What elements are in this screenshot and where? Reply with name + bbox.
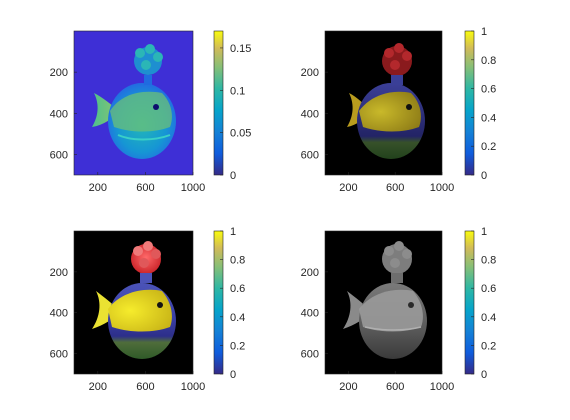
x-tick-label: 1000 bbox=[430, 381, 454, 393]
x-tick-label: 600 bbox=[386, 182, 404, 194]
colorbar-2 bbox=[464, 30, 475, 176]
subplot-1 bbox=[73, 30, 194, 176]
y-tick-label: 600 bbox=[50, 149, 68, 161]
y-tick-label: 200 bbox=[301, 267, 319, 279]
x-tick-label: 1000 bbox=[181, 182, 205, 194]
colorbar-tick-label: 0.15 bbox=[230, 43, 251, 55]
y-tick-label: 400 bbox=[301, 308, 319, 320]
x-tick-label: 600 bbox=[136, 381, 154, 393]
colorbar-tick-label: 0.1 bbox=[230, 85, 245, 97]
y-tick-label: 200 bbox=[50, 67, 68, 79]
colorbar-tick-label: 0 bbox=[230, 170, 236, 182]
colorbar-tick-label: 0.4 bbox=[230, 312, 245, 324]
x-tick-label: 1000 bbox=[430, 182, 454, 194]
y-tick-label: 400 bbox=[301, 108, 319, 120]
x-tick-label: 200 bbox=[89, 182, 107, 194]
colorbar-tick-label: 1 bbox=[481, 26, 487, 38]
x-tick-label: 600 bbox=[136, 182, 154, 194]
colorbar-tick-label: 0.4 bbox=[481, 312, 496, 324]
colorbar-tick-label: 0.8 bbox=[230, 255, 245, 267]
colorbar-tick-label: 0.6 bbox=[481, 283, 496, 295]
colorbar-tick-label: 0.05 bbox=[230, 128, 251, 140]
colorbar-tick-label: 0.2 bbox=[481, 141, 496, 153]
x-tick-label: 200 bbox=[89, 381, 107, 393]
colorbar-tick-label: 0 bbox=[481, 170, 487, 182]
subplot-2 bbox=[324, 30, 443, 176]
fish-image-3 bbox=[92, 241, 176, 359]
y-tick-label: 200 bbox=[50, 267, 68, 279]
x-tick-label: 200 bbox=[339, 381, 357, 393]
colorbar-tick-label: 0.2 bbox=[230, 340, 245, 352]
colorbar-tick-label: 0 bbox=[481, 369, 487, 381]
colorbar-tick-label: 0.6 bbox=[230, 283, 245, 295]
x-tick-label: 600 bbox=[386, 381, 404, 393]
y-tick-label: 400 bbox=[50, 108, 68, 120]
colorbar-tick-label: 0.2 bbox=[481, 340, 496, 352]
x-tick-label: 1000 bbox=[181, 381, 205, 393]
colorbar-tick-label: 0 bbox=[230, 369, 236, 381]
y-tick-label: 400 bbox=[50, 308, 68, 320]
fish-image-1 bbox=[92, 44, 176, 159]
colorbar-tick-label: 0.8 bbox=[481, 255, 496, 267]
fish-image-2 bbox=[347, 43, 425, 159]
colorbar-tick-label: 0.8 bbox=[481, 55, 496, 67]
colorbar-tick-label: 0.6 bbox=[481, 84, 496, 96]
x-tick-label: 200 bbox=[339, 182, 357, 194]
colorbar-tick-label: 1 bbox=[230, 226, 236, 238]
subplot-3 bbox=[73, 230, 194, 375]
y-tick-label: 600 bbox=[50, 349, 68, 361]
colorbar-1 bbox=[213, 30, 224, 176]
colorbar-3 bbox=[213, 230, 224, 375]
subplot-4 bbox=[324, 230, 443, 375]
fish-image-4 bbox=[343, 241, 427, 359]
y-tick-label: 600 bbox=[301, 149, 319, 161]
colorbar-4 bbox=[464, 230, 475, 375]
colorbar-tick-label: 1 bbox=[481, 226, 487, 238]
colorbar-tick-label: 0.4 bbox=[481, 112, 496, 124]
y-tick-label: 200 bbox=[301, 67, 319, 79]
y-tick-label: 600 bbox=[301, 349, 319, 361]
